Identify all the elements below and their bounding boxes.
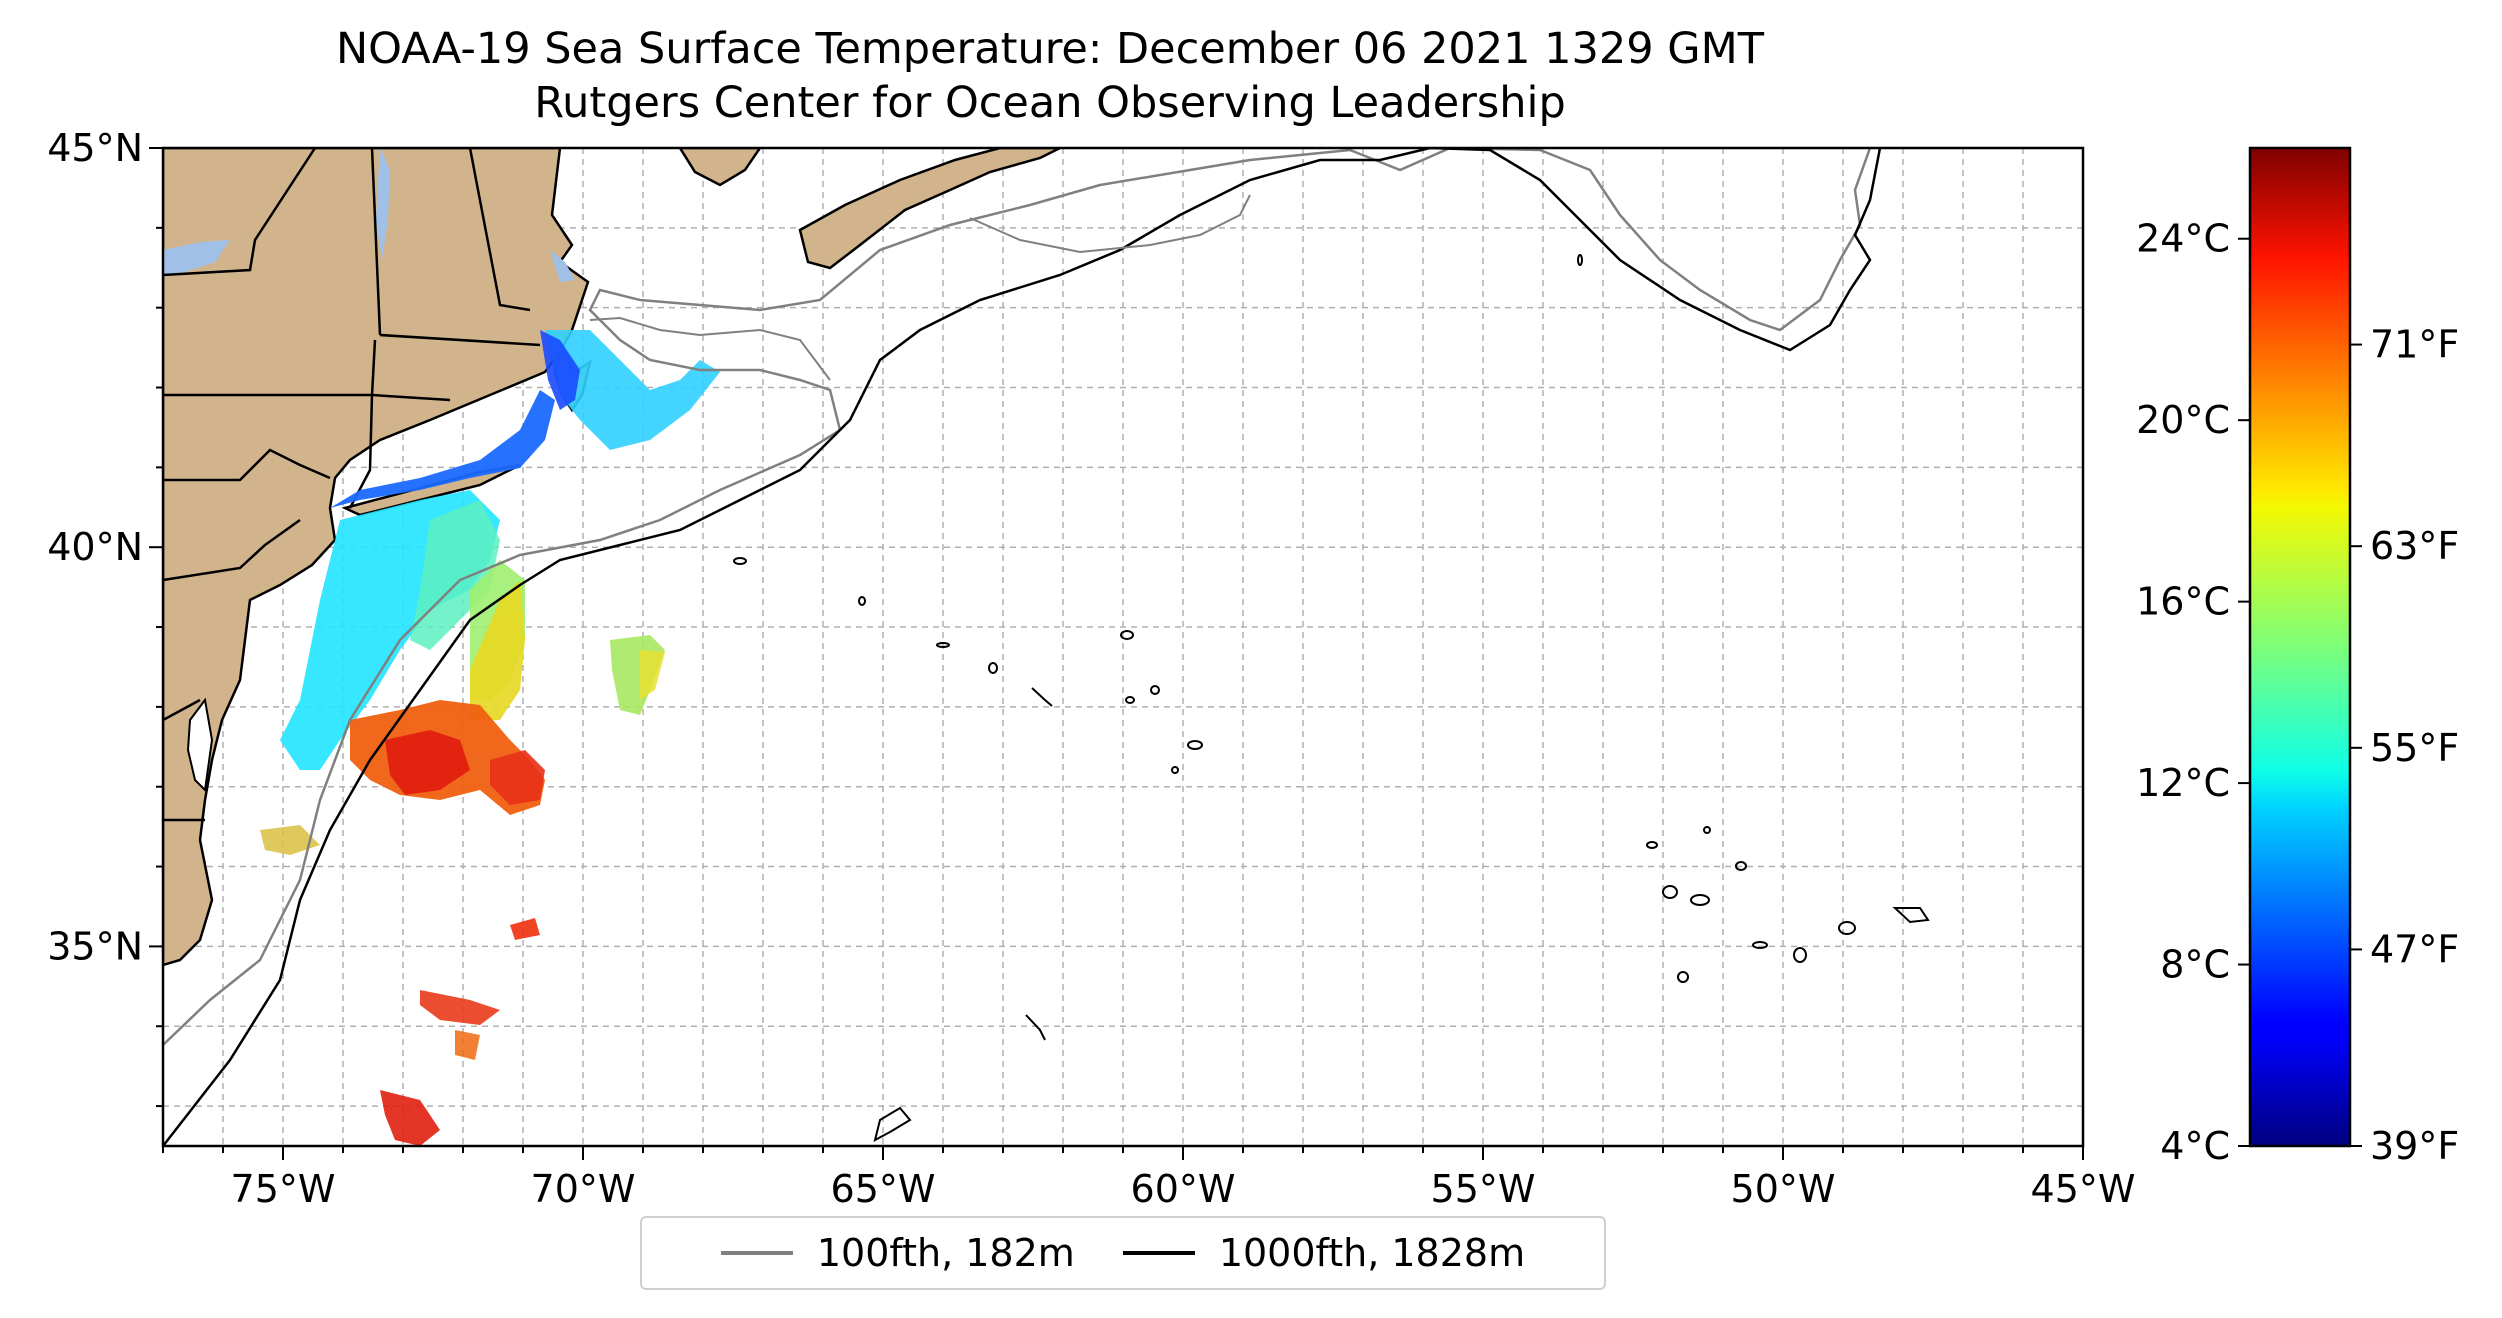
y-tick-label: 45°N (47, 126, 143, 170)
x-tick-label: 70°W (531, 1167, 636, 1211)
lake-ontario (163, 240, 230, 275)
x-axis: 75°W 70°W 65°W 60°W 55°W 50°W 45°W (162, 1146, 2136, 1211)
colorbar-celsius-axis: 4°C 8°C 12°C 16°C 20°C 24°C (2136, 217, 2250, 1168)
map-legend: 100fth, 182m 1000fth, 1828m (640, 1216, 1606, 1290)
y-axis: 35°N 40°N 45°N (47, 126, 163, 1108)
colorbar-fahrenheit-label: 47°F (2370, 927, 2459, 971)
x-tick-label: 55°W (1431, 1167, 1536, 1211)
sst-patch-gulf-maine (545, 330, 720, 450)
sst-patch-nj-shelf (410, 500, 500, 650)
land-us-east-coast (163, 148, 590, 967)
land-nova-scotia (798, 148, 1061, 270)
legend-label-1000fth: 1000fth, 1828m (1218, 1231, 1526, 1275)
x-tick-label: 65°W (831, 1167, 936, 1211)
x-tick-label: 75°W (231, 1167, 336, 1211)
sst-patch-gulf-maine-dark (540, 330, 580, 410)
map-title: NOAA-19 Sea Surface Temperature: Decembe… (0, 22, 2100, 130)
y-tick-label: 35°N (47, 924, 143, 968)
colorbar-celsius-label: 8°C (2160, 943, 2230, 987)
legend-line-100fth (720, 1251, 793, 1255)
x-tick-label: 60°W (1131, 1167, 1236, 1211)
legend-item-100fth: 100fth, 182m (720, 1231, 1075, 1275)
isobath-georges-bank (969, 194, 1251, 254)
colorbar-fahrenheit-label: 71°F (2370, 323, 2459, 367)
isobath-gulf-maine (589, 316, 831, 381)
sst-patch-offshore-yellow (640, 650, 665, 700)
state-borders (163, 148, 541, 822)
colorbar-celsius-label: 16°C (2136, 580, 2230, 624)
colorbar-fahrenheit-label: 39°F (2370, 1124, 2459, 1168)
colorbar (2248, 146, 2352, 1148)
colorbar-celsius-label: 4°C (2160, 1124, 2230, 1168)
seamounts (733, 254, 1930, 1142)
sst-patch-warm-south-4 (380, 1090, 440, 1146)
title-line-2: Rutgers Center for Ocean Observing Leade… (534, 78, 1566, 128)
sst-patch-warm-east (490, 750, 545, 805)
colorbar-fahrenheit-label: 63°F (2370, 524, 2459, 568)
x-tick-label: 50°W (1731, 1167, 1836, 1211)
x-tick-label: 45°W (2031, 1167, 2136, 1211)
colorbar-celsius-label: 12°C (2136, 761, 2230, 805)
title-line-1: NOAA-19 Sea Surface Temperature: Decembe… (336, 24, 1764, 74)
sst-patch-cold-coast (330, 390, 555, 508)
sst-patch-slope-yellow (470, 580, 525, 720)
sst-patch-warm-south-1 (510, 918, 540, 940)
sst-patch-warm-hot (385, 730, 470, 795)
sst-patches (260, 330, 720, 1146)
sst-patch-southern (260, 825, 320, 855)
isobath-1000fth (163, 148, 1882, 1146)
lake-reservoir (550, 250, 575, 282)
colorbar-fahrenheit-label: 55°F (2370, 726, 2459, 770)
legend-item-1000fth: 1000fth, 1828m (1122, 1231, 1526, 1275)
colorbar-celsius-label: 24°C (2136, 217, 2230, 261)
colorbar-celsius-label: 20°C (2136, 398, 2230, 442)
map-content (163, 148, 1930, 1146)
isobath-100fth (163, 148, 1872, 1046)
legend-label-100fth: 100fth, 182m (816, 1231, 1075, 1275)
chesapeake-bay (186, 697, 214, 793)
sst-patch-warm-south-2 (420, 990, 500, 1025)
legend-line-1000fth (1122, 1251, 1195, 1255)
land-canada-north (678, 148, 762, 187)
lake-champlain (376, 148, 390, 260)
colorbar-fahrenheit-axis: 39°F 47°F 55°F 63°F 71°F (2350, 323, 2459, 1168)
sst-patch-warm-south-3 (455, 1030, 480, 1060)
y-tick-label: 40°N (47, 525, 143, 569)
